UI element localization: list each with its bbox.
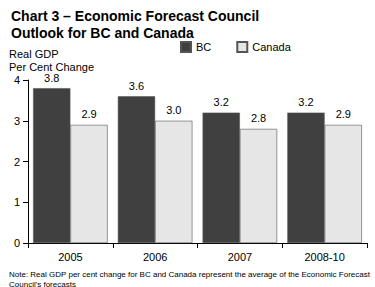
svg-text:3.2: 3.2 (298, 96, 313, 108)
svg-text:2.8: 2.8 (251, 112, 266, 124)
svg-text:2: 2 (14, 156, 20, 168)
svg-text:0: 0 (14, 237, 20, 249)
svg-text:3.6: 3.6 (129, 80, 144, 92)
svg-text:Note: Real GDP per cent change: Note: Real GDP per cent change for BC an… (9, 270, 372, 279)
svg-text:3.2: 3.2 (214, 96, 229, 108)
svg-text:BC: BC (196, 41, 211, 53)
svg-text:2008-10: 2008-10 (304, 251, 344, 263)
svg-text:1: 1 (14, 196, 20, 208)
svg-text:2.9: 2.9 (81, 108, 96, 120)
svg-text:Outlook for BC and Canada: Outlook for BC and Canada (11, 25, 194, 41)
svg-text:3: 3 (14, 115, 20, 127)
svg-text:2007: 2007 (228, 251, 252, 263)
svg-text:Canada: Canada (252, 41, 291, 53)
svg-text:2.9: 2.9 (336, 108, 351, 120)
svg-text:3.0: 3.0 (166, 104, 181, 116)
svg-text:4: 4 (14, 74, 20, 86)
svg-text:Council's forecasts: Council's forecasts (9, 280, 76, 287)
svg-text:2005: 2005 (58, 251, 82, 263)
svg-text:Chart 3 – Economic Forecast Co: Chart 3 – Economic Forecast Council (11, 8, 259, 24)
svg-text:3.8: 3.8 (44, 72, 59, 84)
svg-text:2006: 2006 (143, 251, 167, 263)
svg-text:Real GDP: Real GDP (9, 48, 59, 60)
svg-text:Per Cent Change: Per Cent Change (9, 61, 94, 73)
